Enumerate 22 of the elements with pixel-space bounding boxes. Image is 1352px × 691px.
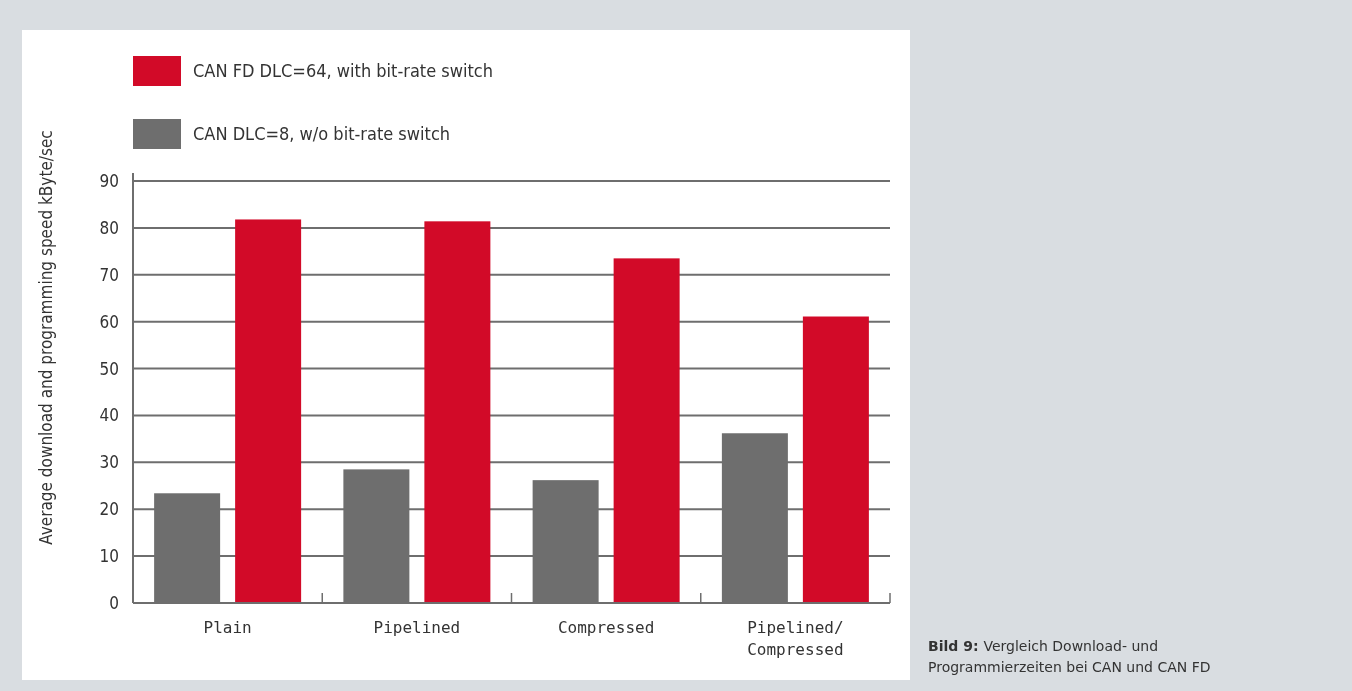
x-tick-label: Pipelined/Compressed: [747, 618, 844, 659]
y-tick-label: 60: [99, 311, 119, 332]
bar: [613, 258, 680, 603]
x-tick-label: Pipelined: [373, 618, 461, 637]
legend-label: CAN DLC=8, w/o bit-rate switch: [193, 123, 451, 145]
y-tick-label: 50: [99, 358, 119, 379]
bar: [235, 219, 302, 603]
y-tick-label: 10: [99, 546, 119, 567]
bar: [424, 221, 491, 603]
y-axis-title: Average download and programming speed kByte/sec: [36, 130, 56, 545]
y-tick-label: 90: [99, 170, 119, 191]
legend-label: CAN FD DLC=64, with bit-rate switch: [193, 60, 494, 82]
y-tick-label: 80: [99, 217, 119, 238]
x-tick-label: Compressed: [557, 618, 655, 637]
text: Bild 9: Vergleich Download- und Programmierzeiten bei CAN und CAN FD: [928, 638, 1211, 675]
bar: [802, 316, 869, 603]
y-tick-label: 40: [99, 405, 119, 426]
y-tick-label: 20: [99, 499, 119, 520]
x-tick-label: Plain: [203, 618, 252, 637]
y-tick-label: 70: [99, 264, 119, 285]
y-tick-label: 0: [109, 592, 119, 613]
y-tick-label: 30: [99, 452, 119, 473]
